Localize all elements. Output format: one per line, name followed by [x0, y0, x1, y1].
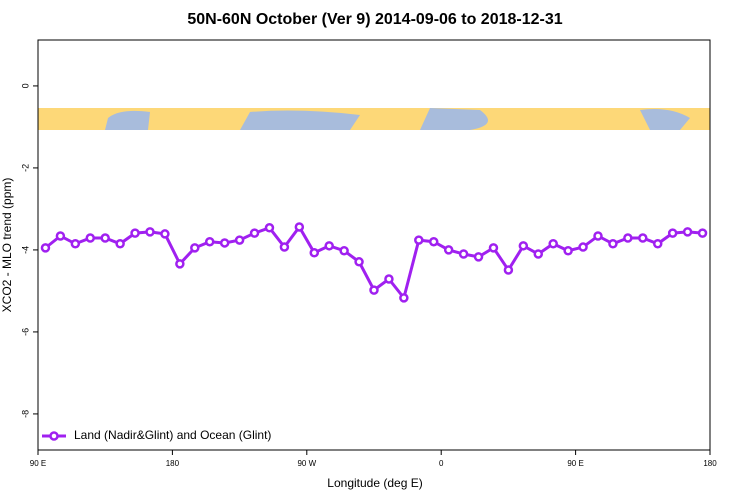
data-point — [578, 242, 588, 252]
data-point — [623, 233, 633, 243]
data-point — [294, 222, 305, 232]
data-point — [70, 239, 81, 249]
x-tick-label: 180 — [166, 459, 180, 468]
y-tick-label: -4 — [20, 246, 30, 254]
data-point — [204, 236, 215, 247]
data-point — [249, 228, 260, 238]
y-tick-label: 0 — [20, 83, 30, 88]
legend-marker — [49, 431, 59, 441]
data-point — [638, 233, 648, 243]
x-tick-label: 90 E — [567, 459, 583, 468]
data-point — [518, 241, 529, 251]
data-point — [279, 242, 290, 252]
data-point — [503, 265, 514, 275]
data-point — [384, 274, 394, 284]
data-point — [115, 239, 125, 249]
x-tick-label: 90 W — [297, 459, 316, 468]
data-point — [130, 228, 140, 238]
data-point — [219, 238, 230, 248]
y-axis-label: XCO2 - MLO trend (ppm) — [0, 178, 14, 313]
data-point — [85, 233, 96, 243]
data-point — [234, 235, 245, 245]
data-point — [399, 293, 409, 303]
data-point — [488, 243, 499, 253]
y-tick-label: -8 — [20, 410, 30, 418]
data-point — [697, 228, 708, 238]
data-point — [608, 239, 618, 249]
data-point — [190, 243, 200, 253]
data-point — [593, 231, 603, 241]
map-strip — [38, 108, 710, 130]
data-point — [652, 239, 663, 249]
data-point — [458, 249, 469, 259]
data-point — [309, 248, 320, 258]
data-point — [324, 241, 334, 251]
data-point — [40, 243, 51, 253]
data-point — [175, 259, 185, 269]
data-point — [160, 229, 170, 239]
data-point — [354, 257, 364, 267]
data-point — [548, 239, 558, 249]
data-point — [100, 233, 110, 243]
data-point — [667, 228, 678, 238]
x-tick-label: 180 — [703, 459, 717, 468]
y-tick-label: -2 — [20, 164, 30, 172]
x-tick-label: 0 — [439, 459, 444, 468]
legend-label: Land (Nadir&Glint) and Ocean (Glint) — [74, 428, 271, 442]
data-point — [339, 245, 349, 256]
data-point — [533, 249, 544, 259]
x-axis-label: Longitude (deg E) — [327, 476, 422, 490]
x-tick-label: 90 E — [30, 459, 46, 468]
data-point — [443, 245, 454, 255]
data-point — [428, 236, 439, 247]
data-point — [414, 235, 424, 245]
data-point — [145, 227, 155, 237]
data-point — [563, 245, 573, 256]
data-point — [473, 252, 484, 262]
y-tick-label: -6 — [20, 328, 30, 336]
data-point — [682, 227, 693, 237]
plot-frame — [37, 39, 711, 451]
data-point — [55, 231, 66, 241]
data-point — [369, 285, 379, 295]
data-point — [264, 223, 275, 233]
chart-title: 50N-60N October (Ver 9) 2014-09-06 to 20… — [187, 11, 562, 28]
